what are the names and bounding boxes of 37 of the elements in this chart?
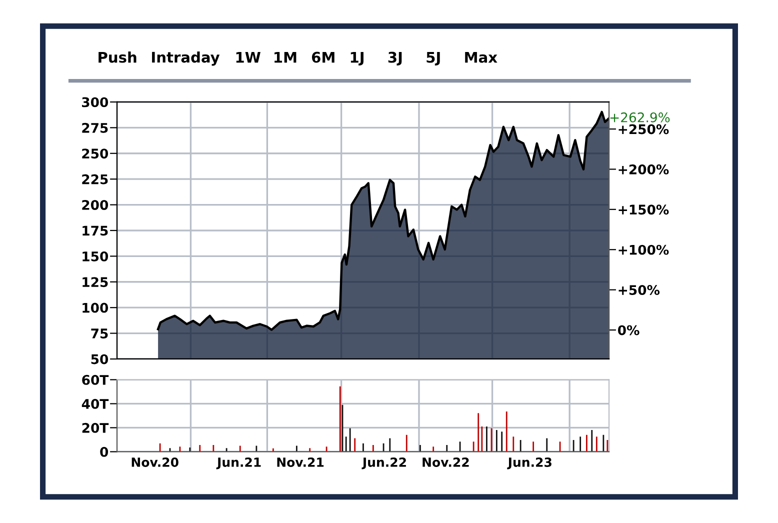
y2-tick-label: +100% [618, 244, 669, 255]
x-tick-label: Nov.20 [132, 457, 178, 467]
text: 6M [312, 52, 334, 63]
y2-tick-label: 0% [618, 325, 640, 336]
y2-tick-label: +200% [618, 164, 669, 174]
text: Max [465, 52, 498, 63]
y-tick-label: 75 [91, 328, 108, 338]
text: Push [98, 52, 136, 63]
annotation: +262.9% [610, 112, 670, 122]
y2-tick-label: +150% [618, 204, 669, 215]
text: 3J [388, 52, 402, 66]
y-tick-label: 60T [82, 374, 109, 385]
y-tick-label: 250 [82, 148, 108, 159]
x-tick-label: Nov.21 [277, 457, 324, 467]
y-tick-label: 40T [82, 398, 109, 409]
x-tick-label: Jun.22 [362, 457, 406, 470]
x-tick-label: Nov.22 [422, 457, 469, 467]
text: 1M [274, 52, 296, 63]
y-tick-label: 275 [82, 122, 108, 133]
y-tick-label: 225 [82, 174, 108, 184]
x-tick-label: Jun.21 [216, 457, 261, 470]
y-tick-label: 200 [82, 200, 108, 210]
y-tick-label: 50 [91, 354, 108, 364]
x-tick-label: Jun.23 [507, 457, 552, 470]
y-tick-label: 300 [82, 97, 108, 108]
text: 1W [236, 52, 260, 63]
y-tick-label: 100 [82, 302, 108, 313]
y2-tick-label: +250% [618, 124, 669, 134]
y-tick-label: 175 [82, 226, 108, 236]
y-tick-label: 125 [82, 277, 108, 288]
y-tick-label: 150 [82, 251, 108, 262]
text: 5J [426, 52, 440, 66]
text: Intraday [152, 51, 220, 66]
y-tick-label: 0 [100, 446, 108, 457]
y-tick-label: 20T [82, 422, 109, 433]
text: 1J [350, 52, 364, 66]
y2-tick-label: +50% [618, 285, 660, 296]
